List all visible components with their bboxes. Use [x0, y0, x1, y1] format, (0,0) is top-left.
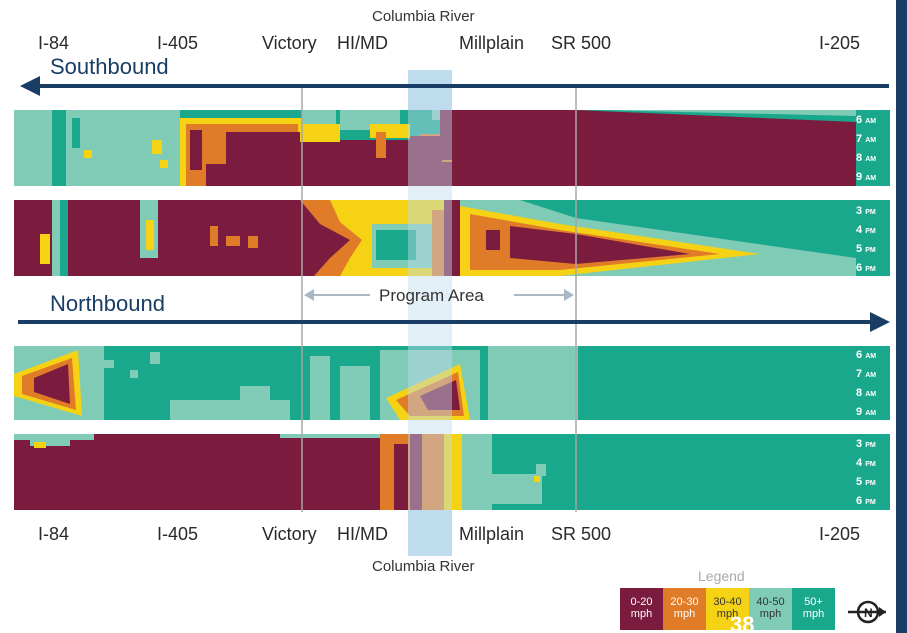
speed-cell [226, 236, 240, 246]
time-label: 9 AM [856, 406, 877, 418]
svg-text:N: N [864, 606, 873, 620]
bottom-column-label: I-84 [38, 524, 70, 544]
speed-cell [302, 110, 336, 124]
program-area-arrowhead-left [304, 289, 314, 301]
time-label: 5 PM [856, 476, 876, 488]
speed-cell [160, 160, 168, 168]
speed-cell [536, 464, 546, 476]
program-area-arrowhead-right [564, 289, 574, 301]
time-label: 4 PM [856, 224, 876, 236]
top-column-label: I-205 [819, 33, 861, 53]
speed-cell [492, 474, 542, 504]
speed-cell [452, 110, 580, 186]
speed-cell [340, 366, 370, 420]
speed-cell [152, 140, 162, 154]
panel-gap [0, 420, 896, 434]
program-area-label: Program Area [379, 286, 484, 305]
time-label: 6 PM [856, 262, 876, 274]
time-label: 6 PM [856, 495, 876, 507]
top-column-label: Victory [262, 33, 317, 53]
speed-cell [444, 200, 460, 276]
southbound-arrow-head [20, 76, 40, 96]
bottom-column-label: Millplain [459, 524, 525, 544]
legend-bin-0-20: 0-20 mph [620, 588, 663, 630]
northbound-arrow-head [870, 312, 890, 332]
speed-cell [34, 442, 46, 448]
speed-cell [576, 110, 856, 186]
bottom-column-label: Victory [262, 524, 317, 544]
bottom-river-label: Columbia River [372, 558, 475, 575]
time-label: 8 AM [856, 387, 877, 399]
speed-cell [248, 236, 258, 248]
speed-cell [190, 130, 202, 170]
legend-bin-40-50: 40-50 mph [749, 588, 792, 630]
time-label: 3 PM [856, 438, 876, 450]
speed-cell [510, 226, 690, 264]
speed-cell [280, 434, 380, 438]
page-number: 38 [730, 612, 755, 633]
time-label: 7 AM [856, 368, 877, 380]
speed-cell [376, 132, 386, 158]
time-label: 6 AM [856, 114, 877, 126]
speed-cell [462, 434, 492, 510]
top-column-label: I-405 [157, 33, 199, 53]
speed-cell [432, 210, 444, 276]
speed-cell [444, 434, 462, 510]
top-column-label: SR 500 [551, 33, 612, 53]
legend-bin-20-30: 20-30 mph [663, 588, 706, 630]
speed-cell [40, 234, 50, 264]
speed-cell [14, 434, 394, 510]
north-arrow-icon: N [848, 600, 886, 624]
top-column-label: I-84 [38, 33, 70, 53]
bottom-column-label: SR 500 [551, 524, 612, 544]
speed-cell [130, 370, 138, 378]
time-label: 8 AM [856, 152, 877, 164]
top-river-label: Columbia River [372, 8, 475, 25]
time-label: 7 AM [856, 133, 877, 145]
northbound-label: Northbound [50, 291, 165, 316]
speed-cell [226, 132, 302, 186]
panel-gap [0, 276, 896, 346]
speed-cell [60, 200, 68, 276]
speed-cell [206, 164, 226, 186]
time-label: 3 PM [856, 205, 876, 217]
southbound-label: Southbound [50, 54, 169, 79]
speed-cell [150, 352, 160, 364]
speed-cell [34, 364, 70, 404]
speed-cell [104, 360, 114, 368]
time-label: 5 PM [856, 243, 876, 255]
speed-cell [310, 356, 330, 420]
speed-cell [394, 444, 408, 510]
speed-cell [534, 476, 540, 482]
speed-cell [410, 434, 422, 510]
time-label: 6 AM [856, 349, 877, 361]
speed-cell [600, 110, 856, 116]
speed-cell [170, 400, 290, 420]
speed-cell [72, 118, 80, 148]
legend-bin-30-40: 30-40 mph [706, 588, 749, 630]
speed-cell [420, 380, 460, 410]
speed-cell [486, 230, 500, 250]
speed-cell [52, 110, 66, 186]
legend-bin-50-plus: 50+ mph [792, 588, 835, 630]
speed-cell [300, 124, 340, 142]
top-column-label: Millplain [459, 33, 525, 53]
time-label: 9 AM [856, 171, 877, 183]
speed-cell [240, 386, 270, 400]
speed-cell [84, 150, 92, 158]
speed-cell [210, 226, 218, 246]
bottom-column-label: I-405 [157, 524, 199, 544]
speed-cell [146, 220, 154, 250]
speed-cell [488, 346, 578, 420]
time-label: 4 PM [856, 457, 876, 469]
speed-cell [376, 230, 416, 260]
legend-title: Legend [698, 568, 745, 584]
panel-gap [0, 186, 896, 200]
bottom-column-label: HI/MD [337, 524, 388, 544]
river-band-overlay [408, 70, 452, 556]
bottom-column-label: I-205 [819, 524, 861, 544]
top-column-label: HI/MD [337, 33, 388, 53]
